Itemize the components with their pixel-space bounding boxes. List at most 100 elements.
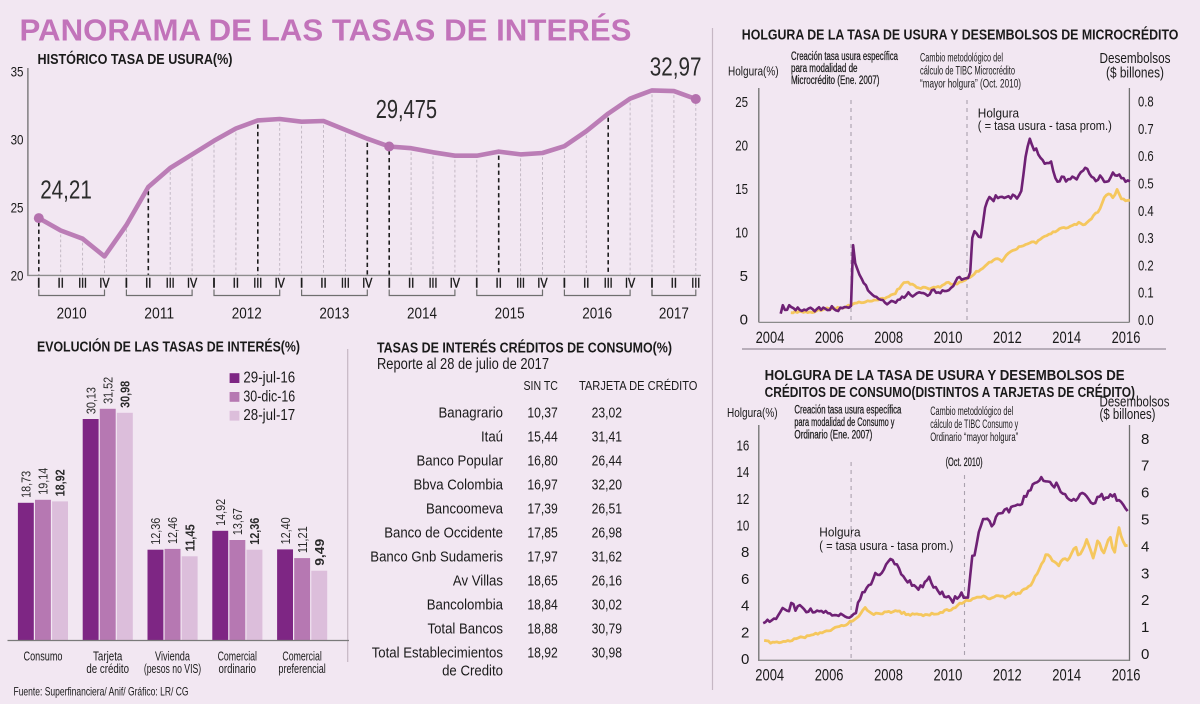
svg-text:18,65: 18,65: [527, 574, 557, 590]
svg-text:HISTÓRICO TASA DE USURA(%): HISTÓRICO TASA DE USURA(%): [38, 50, 233, 68]
svg-text:31,62: 31,62: [592, 550, 622, 566]
svg-text:Holgura(%): Holgura(%): [727, 405, 778, 420]
svg-text:Cambio metodológico del: Cambio metodológico del: [930, 406, 1013, 418]
svg-text:14: 14: [737, 464, 750, 481]
svg-text:Banco de Occidente: Banco de Occidente: [384, 526, 503, 542]
svg-text:20: 20: [735, 138, 748, 155]
svg-text:30,98: 30,98: [592, 646, 622, 662]
svg-text:32,20: 32,20: [592, 478, 622, 494]
svg-text:I: I: [300, 276, 304, 291]
svg-text:12,40: 12,40: [278, 517, 293, 544]
svg-text:0.2: 0.2: [1138, 257, 1154, 274]
svg-text:0: 0: [1141, 646, 1149, 663]
svg-text:0.7: 0.7: [1138, 121, 1154, 138]
svg-text:I: I: [125, 276, 129, 291]
svg-text:Bbva Colombia: Bbva Colombia: [414, 478, 504, 494]
svg-text:2: 2: [741, 624, 749, 641]
svg-text:ordinario: ordinario: [219, 661, 257, 676]
svg-text:II: II: [583, 276, 589, 291]
svg-text:Banagrario: Banagrario: [439, 406, 504, 422]
svg-text:Bancolombia: Bancolombia: [427, 598, 503, 614]
svg-text:“mayor holgura” (Oct. 2010): “mayor holgura” (Oct. 2010): [920, 79, 1021, 91]
svg-text:2010: 2010: [934, 329, 963, 347]
svg-text:2006: 2006: [815, 667, 844, 685]
svg-text:2017: 2017: [659, 305, 689, 322]
svg-text:III: III: [429, 276, 438, 291]
svg-text:( = tasa usura - tasa prom.): ( = tasa usura - tasa prom.): [978, 118, 1112, 133]
svg-text:31,41: 31,41: [592, 430, 622, 446]
svg-text:14,92: 14,92: [213, 499, 228, 526]
svg-text:12,36: 12,36: [247, 518, 262, 545]
svg-text:II: II: [233, 276, 239, 291]
svg-text:30,98: 30,98: [118, 381, 133, 408]
svg-text:III: III: [253, 276, 262, 291]
svg-text:cálculo de TIBC Consumo y: cálculo de TIBC Consumo y: [930, 419, 1018, 431]
svg-text:para modalidad de Consumo y: para modalidad de Consumo y: [794, 417, 894, 429]
svg-text:Reporte al 28 de julio de 2017: Reporte al 28 de julio de 2017: [377, 356, 549, 373]
svg-text:15: 15: [735, 181, 748, 198]
svg-text:I: I: [650, 276, 654, 291]
svg-text:25: 25: [11, 199, 24, 215]
svg-text:17,97: 17,97: [527, 550, 557, 566]
svg-text:I: I: [563, 276, 567, 291]
svg-text:18,88: 18,88: [527, 622, 557, 638]
svg-text:29-jul-16: 29-jul-16: [243, 370, 295, 387]
svg-text:29,475: 29,475: [376, 96, 437, 124]
svg-text:26,98: 26,98: [592, 526, 622, 542]
svg-text:17,39: 17,39: [527, 502, 557, 518]
svg-text:16: 16: [737, 437, 750, 454]
svg-text:17,85: 17,85: [527, 526, 557, 542]
svg-text:2016: 2016: [1112, 329, 1141, 347]
svg-text:28-jul-17: 28-jul-17: [243, 407, 295, 424]
svg-text:Consumo: Consumo: [24, 649, 63, 664]
svg-text:IV: IV: [625, 276, 635, 291]
svg-text:III: III: [78, 276, 87, 291]
svg-text:Total Establecimientos: Total Establecimientos: [372, 646, 503, 662]
svg-text:IV: IV: [537, 276, 547, 291]
svg-text:5: 5: [740, 268, 748, 285]
svg-text:TARJETA DE CRÉDITO: TARJETA DE CRÉDITO: [579, 378, 698, 393]
svg-text:EVOLUCIÓN DE LAS TASAS DE INTE: EVOLUCIÓN DE LAS TASAS DE INTERÉS(%): [37, 338, 300, 356]
svg-text:2016: 2016: [582, 305, 612, 322]
svg-text:15,44: 15,44: [527, 430, 557, 446]
svg-text:18,92: 18,92: [53, 469, 68, 496]
svg-text:Desembolsos: Desembolsos: [1100, 51, 1171, 67]
svg-text:2010: 2010: [934, 667, 963, 685]
svg-text:26,44: 26,44: [592, 454, 622, 470]
svg-text:18,92: 18,92: [527, 646, 557, 662]
svg-text:Fuente: Superfinanciera/ Anif/: Fuente: Superfinanciera/ Anif/ Gráfico: …: [14, 685, 189, 699]
svg-text:10: 10: [737, 518, 750, 535]
svg-text:IV: IV: [275, 276, 285, 291]
svg-text:0: 0: [741, 651, 749, 668]
svg-text:2011: 2011: [144, 305, 174, 322]
svg-text:30-dic-16: 30-dic-16: [243, 388, 295, 405]
svg-text:Total Bancos: Total Bancos: [428, 622, 504, 638]
svg-text:Microcrédito (Ene. 2007): Microcrédito (Ene. 2007): [791, 75, 880, 87]
svg-text:0.5: 0.5: [1138, 176, 1154, 193]
svg-text:II: II: [496, 276, 502, 291]
svg-text:Bancoomeva: Bancoomeva: [426, 502, 503, 518]
svg-text:8: 8: [741, 544, 749, 561]
svg-text:20: 20: [11, 267, 24, 283]
svg-text:0.4: 0.4: [1138, 203, 1154, 220]
svg-text:CRÉDITOS DE CONSUMO(DISTINTOS: CRÉDITOS DE CONSUMO(DISTINTOS A TARJETAS…: [765, 384, 1136, 401]
svg-text:9,49: 9,49: [312, 539, 327, 566]
svg-text:II: II: [145, 276, 151, 291]
svg-text:I: I: [37, 276, 41, 291]
svg-text:0: 0: [740, 312, 748, 329]
svg-text:2: 2: [1141, 592, 1149, 609]
svg-text:(Oct. 2010): (Oct. 2010): [946, 457, 983, 469]
svg-text:I: I: [212, 276, 216, 291]
svg-text:2012: 2012: [993, 329, 1022, 347]
svg-text:($ billones): ($ billones): [1106, 66, 1164, 82]
svg-text:2015: 2015: [495, 305, 525, 322]
svg-text:Itaú: Itaú: [481, 430, 503, 446]
svg-text:8: 8: [1141, 431, 1149, 448]
svg-text:2012: 2012: [232, 305, 262, 322]
svg-text:10: 10: [735, 225, 748, 242]
svg-text:I: I: [475, 276, 479, 291]
svg-text:26,51: 26,51: [592, 502, 622, 518]
svg-text:31,52: 31,52: [100, 377, 115, 404]
svg-text:de Credito: de Credito: [442, 664, 503, 680]
svg-text:24,21: 24,21: [40, 177, 92, 205]
